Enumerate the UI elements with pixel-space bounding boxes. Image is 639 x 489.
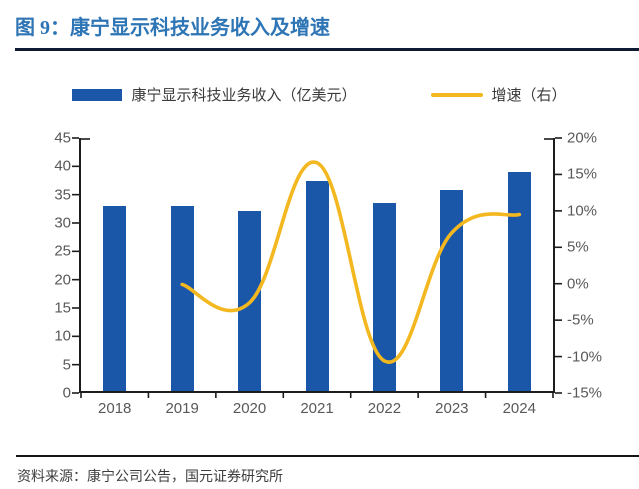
y-axis-tick-label: 40 [54,157,71,175]
bar-2018 [103,206,127,391]
y-axis-tick-label: -5% [567,311,594,329]
source-note: 资料来源：康宁公司公告，国元证券研究所 [17,470,283,485]
bar-2021 [305,181,329,391]
y-axis-right-labels: 20% 15% 10% 5% 0% -5% -10% -15% [555,130,625,402]
legend-item-growth: 增速（右） [430,84,567,105]
figure-title: 图 9：康宁显示科技业务收入及增速 [15,17,330,39]
growth-line-svg [72,137,562,398]
y-axis-tick-label: 10 [54,327,71,345]
x-axis-label-2023: 2023 [435,400,469,417]
growth-line [180,160,522,364]
y-axis-tick-label: 20% [567,129,598,147]
y-axis-tick-label: 45 [54,129,71,147]
y-axis-tick-label: 30 [54,214,71,232]
x-axis-label-2024: 2024 [502,400,536,417]
y-axis-tick-label: 35 [54,186,71,204]
legend-item-revenue: 康宁显示科技业务收入（亿美元） [72,84,357,105]
bar-2022 [372,203,396,391]
growth-line-swatch [430,92,483,97]
revenue-bar-swatch [72,88,123,101]
x-axis-label-2022: 2022 [367,400,402,417]
y-axis-tick-label: -10% [567,348,603,366]
y-axis-tick-label: 15% [567,165,598,183]
y-axis-tick-label: 5 [62,356,71,374]
x-axis-labels: 2018 2019 2020 2021 2022 2023 2024 [79,400,555,428]
y-axis-left-labels: 45 40 35 30 25 20 15 10 5 0 [39,130,79,402]
plot-area [72,137,562,398]
title-rule [15,48,639,51]
x-axis-label-2021: 2021 [300,400,334,417]
y-axis-tick-label: 15 [54,299,71,317]
x-axis-label-2020: 2020 [232,400,267,417]
legend-revenue-label: 康宁显示科技业务收入（亿美元） [131,88,357,104]
chart: 45 40 35 30 25 20 15 10 5 0 2018 2019 2020 2021 2022 2… [39,130,639,428]
y-axis-tick-label: 5% [567,238,589,256]
bar-2024 [507,171,531,391]
bar-2019 [170,206,194,391]
legend: 康宁显示科技业务收入（亿美元） 增速（右） [0,84,639,105]
y-axis-tick-label: 0 [62,384,71,402]
y-axis-tick-label: 0% [567,275,589,293]
y-axis-tick-label: 25 [54,242,71,260]
y-axis-tick-label: -15% [567,384,603,402]
source-rule [16,455,639,457]
x-axis-label-2018: 2018 [98,400,132,417]
y-axis-tick-label: 20 [54,271,71,289]
y-axis-tick-label: 10% [567,202,598,220]
legend-growth-label: 增速（右） [491,88,567,104]
x-axis-label-2019: 2019 [165,400,199,417]
